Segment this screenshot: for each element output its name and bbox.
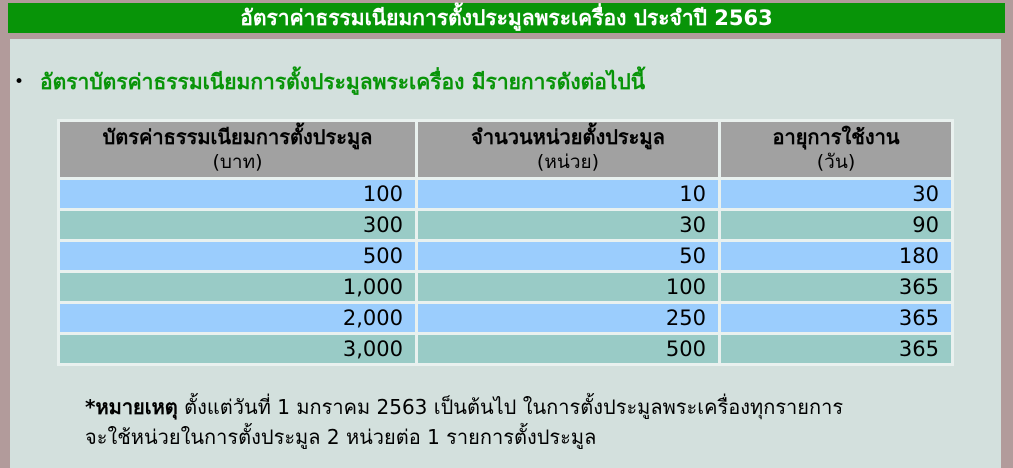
table-cell-fee: 100 xyxy=(60,180,415,208)
table-cell-validity: 90 xyxy=(721,211,951,239)
table-row: 2,000 250 365 xyxy=(60,304,951,332)
table-cell-units: 30 xyxy=(418,211,718,239)
column-header-validity-unit: (วัน) xyxy=(816,151,856,173)
table-cell-validity: 180 xyxy=(721,242,951,270)
table-row: 1,000 100 365 xyxy=(60,273,951,301)
note-line2: จะใช้หน่วยในการตั้งประมูล 2 หน่วยต่อ 1 ร… xyxy=(85,425,597,449)
table-cell-validity: 365 xyxy=(721,304,951,332)
table-cell-units: 100 xyxy=(418,273,718,301)
intro-line: • อัตราบัตรค่าธรรมเนียมการตั้งประมูลพระเค… xyxy=(10,39,1001,99)
table-cell-fee: 3,000 xyxy=(60,335,415,363)
column-header-validity-label: อายุการใช้งาน xyxy=(772,125,900,149)
table-cell-fee: 2,000 xyxy=(60,304,415,332)
table-row: 100 10 30 xyxy=(60,180,951,208)
table-cell-units: 10 xyxy=(418,180,718,208)
note-line1: ตั้งแต่วันที่ 1 มกราคม 2563 เป็นต้นไป ใน… xyxy=(177,395,844,419)
column-header-validity: อายุการใช้งาน (วัน) xyxy=(721,122,951,177)
fee-table: บัตรค่าธรรมเนียมการตั้งประมูล (บาท) จำนว… xyxy=(57,119,954,366)
column-header-fee-unit: (บาท) xyxy=(212,151,263,173)
page-title: อัตราค่าธรรมเนียมการตั้งประมูลพระเครื่อง… xyxy=(240,6,773,30)
note: *หมายเหตุ ตั้งแต่วันที่ 1 มกราคม 2563 เป… xyxy=(85,392,961,452)
intro-text: อัตราบัตรค่าธรรมเนียมการตั้งประมูลพระเคร… xyxy=(40,70,646,94)
column-header-units-label: จำนวนหน่วยตั้งประมูล xyxy=(471,125,665,149)
table-cell-fee: 300 xyxy=(60,211,415,239)
table-cell-validity: 365 xyxy=(721,273,951,301)
table-cell-validity: 30 xyxy=(721,180,951,208)
page-title-bar: อัตราค่าธรรมเนียมการตั้งประมูลพระเครื่อง… xyxy=(8,3,1005,33)
table-cell-units: 500 xyxy=(418,335,718,363)
table-cell-fee: 1,000 xyxy=(60,273,415,301)
table-cell-units: 250 xyxy=(418,304,718,332)
table-header-row: บัตรค่าธรรมเนียมการตั้งประมูล (บาท) จำนว… xyxy=(60,122,951,177)
table-row: 500 50 180 xyxy=(60,242,951,270)
column-header-fee: บัตรค่าธรรมเนียมการตั้งประมูล (บาท) xyxy=(60,122,415,177)
table-cell-validity: 365 xyxy=(721,335,951,363)
column-header-fee-label: บัตรค่าธรรมเนียมการตั้งประมูล xyxy=(102,125,373,149)
note-prefix: *หมายเหตุ xyxy=(85,395,178,419)
content-panel: • อัตราบัตรค่าธรรมเนียมการตั้งประมูลพระเค… xyxy=(10,39,1001,468)
column-header-units-unit: (หน่วย) xyxy=(536,151,600,173)
table-row: 300 30 90 xyxy=(60,211,951,239)
bullet-icon: • xyxy=(14,72,25,92)
table-cell-fee: 500 xyxy=(60,242,415,270)
table-row: 3,000 500 365 xyxy=(60,335,951,363)
table-cell-units: 50 xyxy=(418,242,718,270)
column-header-units: จำนวนหน่วยตั้งประมูล (หน่วย) xyxy=(418,122,718,177)
